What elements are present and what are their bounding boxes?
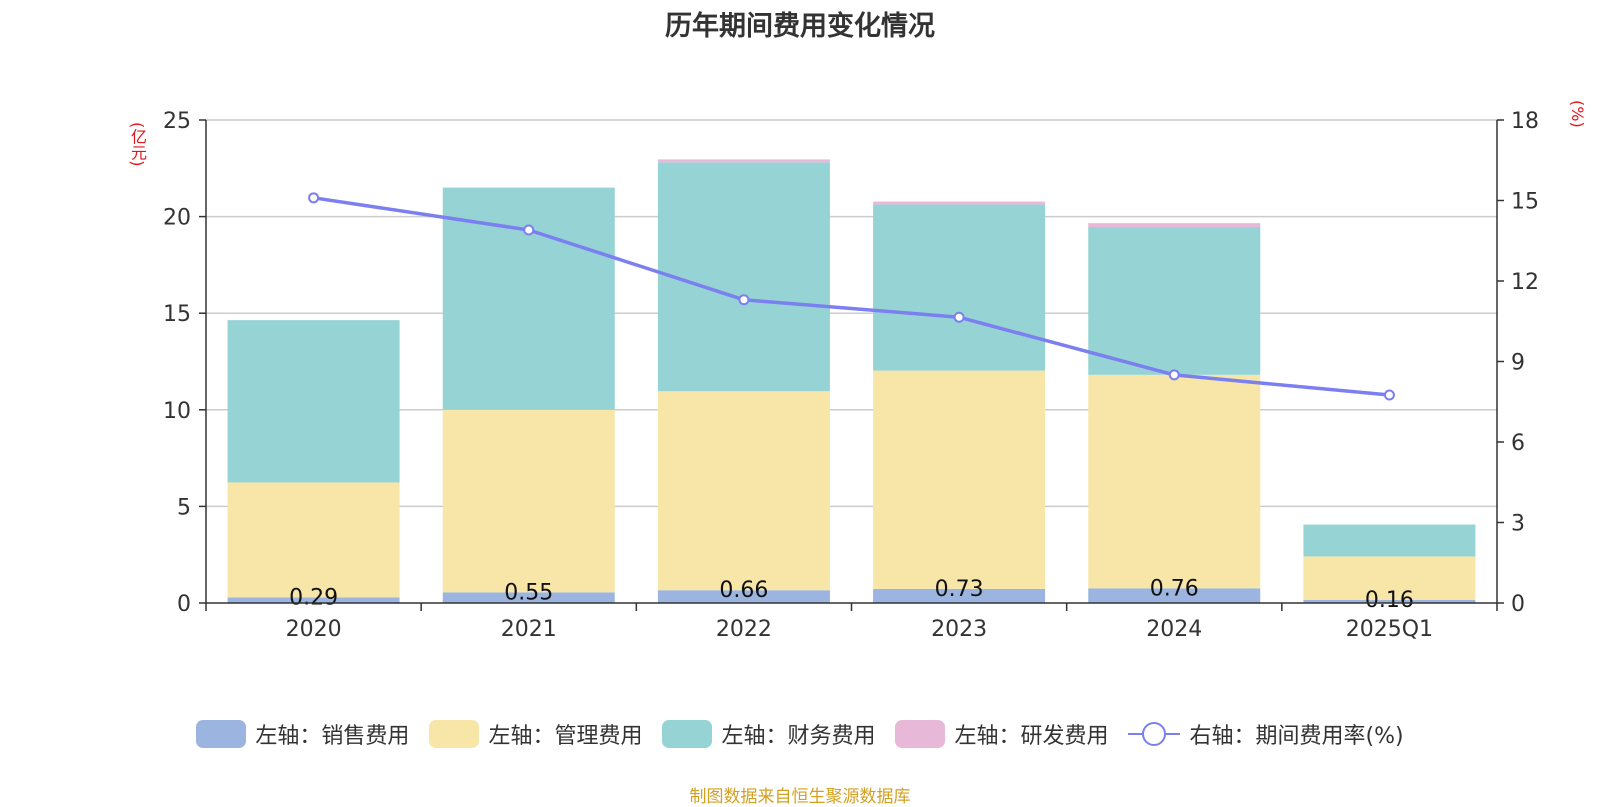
bar-label-sales-0: 0.29: [289, 585, 338, 610]
expense-rate-point-2: [738, 294, 750, 306]
bar-label-sales-5: 0.16: [1365, 588, 1414, 613]
bar-0-4: [1088, 588, 1261, 603]
expense-rate-line: [313, 196, 1390, 397]
bar-2-4: [1088, 227, 1261, 375]
bar-0-3: [873, 588, 1046, 603]
bar-0-1: [442, 592, 615, 603]
legend-label-admin: 左轴：管理费用: [488, 724, 643, 749]
legend-swatch-admin: [429, 720, 480, 748]
bar-3-2: [657, 159, 830, 163]
bar-label-sales-2: 0.66: [719, 578, 768, 603]
legend-swatch-sales: [196, 720, 247, 748]
legend-item-expense-rate[interactable]: 右轴：期间费用率(%): [1128, 718, 1404, 750]
x-tick-label-4: 2024: [1146, 617, 1202, 642]
chart-title: 历年期间费用变化情况: [665, 11, 935, 42]
left-axis-unit: (亿元): [128, 122, 147, 167]
expense-rate-point-3: [953, 311, 965, 323]
x-tick-label-1: 2021: [501, 617, 557, 642]
x-tick-label-2: 2022: [716, 617, 772, 642]
legend-item-admin[interactable]: 左轴：管理费用: [429, 718, 642, 750]
bar-0-2: [657, 590, 830, 603]
x-tick-label-5: 2025Q1: [1346, 617, 1433, 642]
left-tick-label-3: 15: [163, 302, 191, 327]
legend-label-rnd: 左轴：研发费用: [954, 724, 1109, 749]
bar-2-2: [657, 162, 830, 392]
right-axis-unit: (%): [1568, 100, 1587, 128]
legend-item-finance[interactable]: 左轴：财务费用: [662, 718, 875, 750]
data-source-note: 制图数据来自恒生聚源数据库: [689, 787, 911, 807]
legend-label-finance: 左轴：财务费用: [721, 724, 876, 749]
bar-label-sales-1: 0.55: [504, 580, 553, 605]
left-tick-label-2: 10: [163, 399, 191, 424]
legend-item-sales[interactable]: 左轴：销售费用: [196, 718, 409, 750]
legend-item-rnd[interactable]: 左轴：研发费用: [895, 718, 1108, 750]
bar-1-5: [1303, 556, 1476, 600]
right-tick-label-6: 18: [1511, 109, 1539, 134]
expense-rate-point-4: [1168, 369, 1180, 381]
bar-3-4: [1088, 223, 1261, 228]
legend-swatch-rnd: [895, 720, 946, 748]
bar-1-0: [227, 482, 400, 598]
expense-rate-point-1: [523, 224, 535, 236]
x-tick-label-3: 2023: [931, 617, 987, 642]
x-tick-label-0: 2020: [286, 617, 342, 642]
bar-0-0: [227, 597, 400, 603]
bar-3-3: [873, 201, 1046, 205]
legend: 左轴：销售费用 左轴：管理费用 左轴：财务费用 左轴：研发费用 右轴：期间费用率…: [0, 718, 1600, 750]
expense-rate-point-0: [308, 192, 320, 204]
right-tick-label-3: 9: [1511, 351, 1525, 376]
bar-label-sales-4: 0.76: [1150, 576, 1199, 601]
right-tick-label-4: 12: [1511, 270, 1539, 295]
right-tick-label-0: 0: [1511, 592, 1525, 617]
legend-swatch-expense-rate: [1128, 720, 1181, 748]
right-tick-label-5: 15: [1511, 190, 1539, 215]
bar-label-sales-3: 0.73: [935, 577, 984, 602]
expense-rate-point-5: [1383, 389, 1395, 401]
legend-label-expense-rate: 右轴：期间费用率(%): [1189, 724, 1404, 749]
right-tick-label-2: 6: [1511, 431, 1525, 456]
bar-2-3: [873, 204, 1046, 371]
bar-1-3: [873, 370, 1046, 589]
bar-1-4: [1088, 374, 1261, 589]
bar-2-0: [227, 320, 400, 483]
bar-2-5: [1303, 524, 1476, 557]
left-tick-label-0: 0: [177, 592, 191, 617]
bar-1-1: [442, 409, 615, 593]
left-tick-label-1: 5: [177, 495, 191, 520]
legend-label-sales: 左轴：销售费用: [255, 724, 410, 749]
legend-swatch-finance: [662, 720, 713, 748]
bar-0-5: [1303, 599, 1476, 603]
left-tick-label-4: 20: [163, 206, 191, 231]
right-tick-label-1: 3: [1511, 512, 1525, 537]
left-tick-label-5: 25: [163, 109, 191, 134]
bar-1-2: [657, 391, 830, 591]
